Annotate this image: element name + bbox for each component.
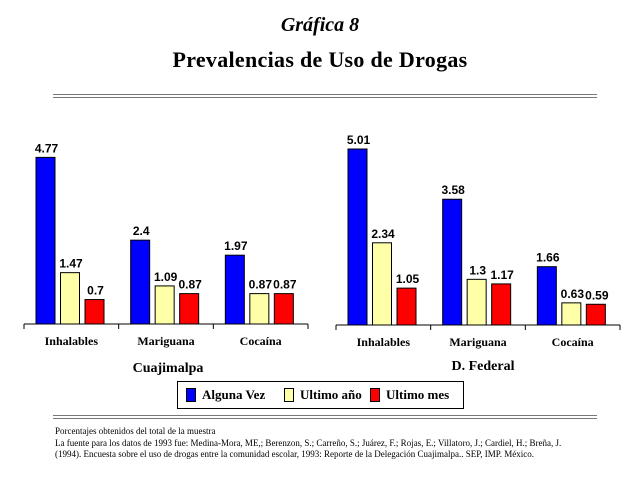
bar (585, 303, 606, 326)
category-label: Cocaína (240, 334, 282, 348)
figure-number: Gráfica 8 (280, 14, 360, 36)
data-label: 4.77 (35, 141, 59, 155)
bar (35, 156, 56, 325)
data-label: 3.58 (441, 183, 465, 197)
data-label: 1.05 (396, 272, 420, 286)
bar (224, 254, 245, 325)
data-label: 1.17 (490, 268, 514, 282)
bar (561, 302, 582, 326)
category-label: Mariguana (137, 334, 194, 348)
bar (179, 293, 200, 325)
legend-item-ultimo-mes: Ultimo mes (370, 387, 449, 403)
data-label: 1.3 (469, 263, 486, 277)
data-label: 0.87 (178, 278, 202, 292)
bar (536, 266, 557, 326)
data-label: 1.47 (59, 257, 83, 271)
legend-swatch (370, 388, 380, 402)
bar (347, 148, 368, 326)
legend-swatch (186, 388, 196, 402)
bar (84, 299, 105, 325)
bar (466, 278, 487, 326)
top-rule-2 (53, 97, 597, 98)
data-label: 0.59 (585, 288, 609, 302)
bar (60, 272, 80, 325)
bar (372, 242, 392, 326)
note-line: La fuente para los datos de 1993 fue: Me… (55, 437, 562, 448)
bottom-rule-2 (53, 418, 597, 419)
legend-item-ultimo-ano: Ultimo año (284, 387, 362, 403)
legend-item-alguna-vez: Alguna Vez (186, 387, 265, 403)
data-label: 5.01 (347, 133, 371, 147)
data-label: 1.09 (154, 270, 178, 284)
figure-title: Prevalencias de Uso de Drogas (172, 47, 468, 72)
data-label: 1.66 (536, 251, 560, 265)
source-notes: Porcentajes obtenidos del total de la mu… (55, 426, 615, 461)
bar (491, 283, 512, 326)
panel-title: Cuajimalpa (133, 361, 204, 376)
bar (249, 293, 270, 325)
legend: Alguna Vez Ultimo año Ultimo mes (177, 381, 464, 409)
data-label: 0.87 (249, 278, 273, 292)
data-label: 0.7 (87, 284, 104, 298)
data-label: 0.63 (561, 287, 585, 301)
data-label: 1.97 (224, 239, 248, 253)
legend-label: Ultimo año (300, 387, 362, 402)
bar (442, 198, 463, 326)
legend-label: Ultimo mes (386, 387, 450, 402)
bar (130, 239, 151, 325)
bar (273, 293, 294, 325)
note-line: Porcentajes obtenidos del total de la mu… (55, 426, 216, 436)
bar (396, 287, 417, 326)
note-line: (1994). Encuesta sobre el uso de drogas … (55, 449, 535, 459)
category-label: Cocaína (552, 335, 594, 349)
legend-swatch (284, 388, 294, 402)
category-label: Inhalables (45, 334, 99, 348)
category-label: Mariguana (449, 335, 506, 349)
data-label: 0.87 (273, 278, 297, 292)
bottom-rule-1 (53, 415, 597, 416)
data-label: 2.4 (133, 224, 150, 238)
legend-label: Alguna Vez (202, 387, 266, 402)
bar (154, 285, 175, 325)
panel-title: D. Federal (452, 359, 515, 374)
category-label: Inhalables (357, 335, 411, 349)
data-label: 2.34 (371, 227, 395, 241)
top-rule-1 (53, 94, 597, 95)
